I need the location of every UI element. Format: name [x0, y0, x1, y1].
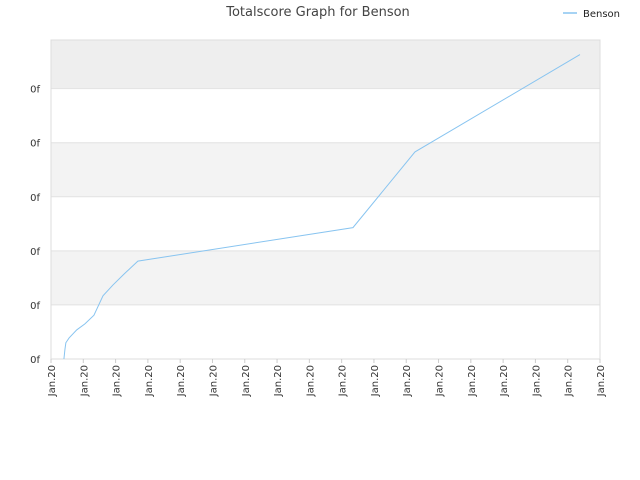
grid-band — [51, 142, 600, 197]
x-tick-label: Jan.20 — [499, 365, 510, 397]
x-tick-label: Jan.20 — [305, 365, 316, 397]
y-tick-label: 0f — [30, 301, 40, 312]
legend-label: Benson — [583, 9, 620, 20]
y-tick-label: 0f — [30, 139, 40, 150]
x-tick-label: Jan.20 — [467, 365, 478, 397]
x-tick-label: Jan.20 — [402, 365, 413, 397]
y-tick-label: 0f — [30, 85, 40, 96]
x-tick-label: Jan.20 — [176, 365, 187, 397]
x-tick-label: Jan.20 — [112, 365, 123, 397]
x-tick-label: Jan.20 — [435, 365, 446, 397]
x-tick-label: Jan.20 — [564, 365, 575, 397]
x-tick-label: Jan.20 — [47, 365, 58, 397]
line — [63, 54, 581, 360]
x-tick-label: Jan.20 — [208, 365, 219, 397]
y-tick-label: 0f — [30, 193, 40, 204]
y-tick-label: 0f — [30, 355, 40, 366]
x-tick-label: Jan.20 — [273, 365, 284, 397]
grid-band — [51, 250, 600, 305]
x-tick-label: Jan.20 — [596, 365, 607, 397]
x-tick-label: Jan.20 — [241, 365, 252, 397]
x-tick-label: Jan.20 — [531, 365, 542, 397]
x-tick-label: Jan.20 — [370, 365, 381, 397]
x-tick-label: Jan.20 — [144, 365, 155, 397]
grid-band — [51, 40, 600, 89]
y-tick-label: 0f — [30, 247, 40, 258]
x-tick-label: Jan.20 — [338, 365, 349, 397]
chart-title: Totalscore Graph for Benson — [225, 5, 410, 20]
plot-background — [51, 40, 600, 359]
plot-border — [50, 39, 601, 360]
x-tick-label: Jan.20 — [79, 365, 90, 397]
